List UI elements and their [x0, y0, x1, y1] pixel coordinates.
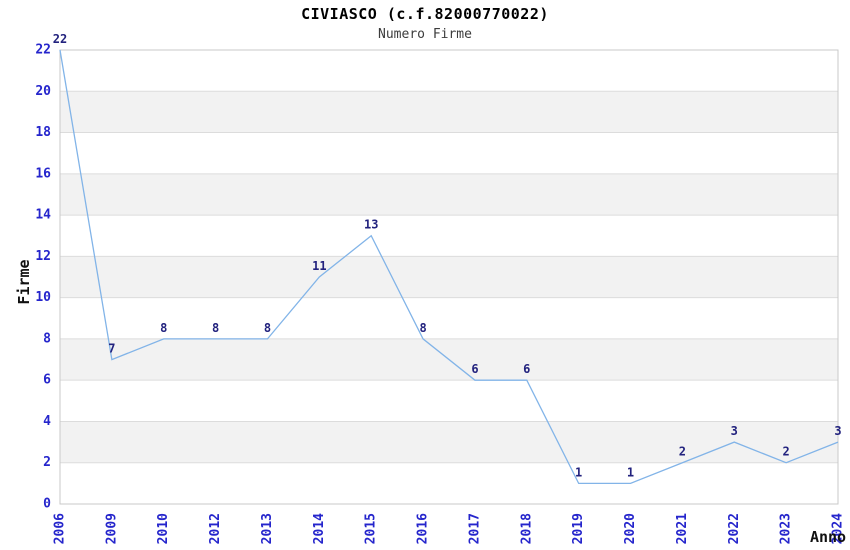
data-label: 1 — [575, 465, 582, 479]
plot-band — [60, 132, 838, 174]
plot-band — [60, 421, 838, 463]
x-tick-label: 2009 — [104, 513, 119, 544]
plot-band — [60, 462, 838, 504]
plot-band — [60, 215, 838, 257]
x-tick-label: 2006 — [53, 513, 68, 544]
data-label: 8 — [212, 321, 219, 335]
plot-band — [60, 297, 838, 339]
x-tick-label: 2010 — [156, 513, 171, 544]
data-label: 3 — [731, 424, 738, 438]
plot-band — [60, 50, 838, 92]
x-tick-label: 2021 — [675, 513, 690, 544]
chart-title: CIVIASCO (c.f.82000770022) — [301, 5, 549, 23]
data-label: 7 — [108, 342, 115, 356]
x-tick-label: 2014 — [312, 513, 327, 544]
y-tick-label: 14 — [35, 208, 51, 223]
y-tick-label: 16 — [35, 166, 51, 181]
x-tick-label: 2022 — [727, 513, 742, 544]
x-tick-label: 2013 — [260, 513, 275, 544]
data-label: 22 — [53, 32, 67, 46]
y-tick-label: 12 — [35, 249, 51, 264]
y-tick-label: 10 — [35, 290, 51, 305]
x-tick-label: 2017 — [467, 513, 482, 544]
plot-band — [60, 91, 838, 133]
x-tick-label: 2024 — [831, 513, 846, 544]
data-label: 2 — [679, 445, 686, 459]
series-line — [59, 49, 839, 485]
x-tick-label: 2023 — [779, 513, 794, 544]
data-label: 8 — [264, 321, 271, 335]
y-axis-title: Firme — [15, 259, 33, 305]
y-tick-label: 18 — [35, 125, 51, 140]
data-label: 2 — [783, 445, 790, 459]
data-label: 6 — [523, 362, 530, 376]
data-label: 13 — [364, 218, 378, 232]
y-tick-label: 6 — [43, 373, 51, 388]
x-tick-label: 2012 — [208, 513, 223, 544]
data-label: 3 — [834, 424, 841, 438]
plot-border — [59, 49, 839, 505]
data-label: 6 — [471, 362, 478, 376]
y-tick-label: 22 — [35, 43, 51, 58]
plot-band — [60, 256, 838, 298]
x-axis-title: Anno — [809, 528, 847, 546]
y-tick-label: 8 — [43, 331, 51, 346]
y-tick-label: 20 — [35, 84, 51, 99]
data-label: 8 — [419, 321, 426, 335]
data-label: 11 — [312, 259, 326, 273]
x-tick-label: 2018 — [519, 513, 534, 544]
data-label: 1 — [627, 465, 634, 479]
plot-band — [60, 173, 838, 216]
data-label: 8 — [160, 321, 167, 335]
x-tick-label: 2016 — [416, 513, 431, 544]
y-tick-label: 0 — [43, 497, 51, 512]
chart-subtitle: Numero Firme — [378, 27, 472, 42]
x-tick-label: 2015 — [364, 513, 379, 544]
y-tick-label: 4 — [43, 414, 51, 429]
plot-band — [60, 380, 838, 422]
x-tick-label: 2019 — [571, 513, 586, 544]
y-tick-label: 2 — [43, 455, 51, 470]
x-tick-label: 2020 — [623, 513, 638, 544]
